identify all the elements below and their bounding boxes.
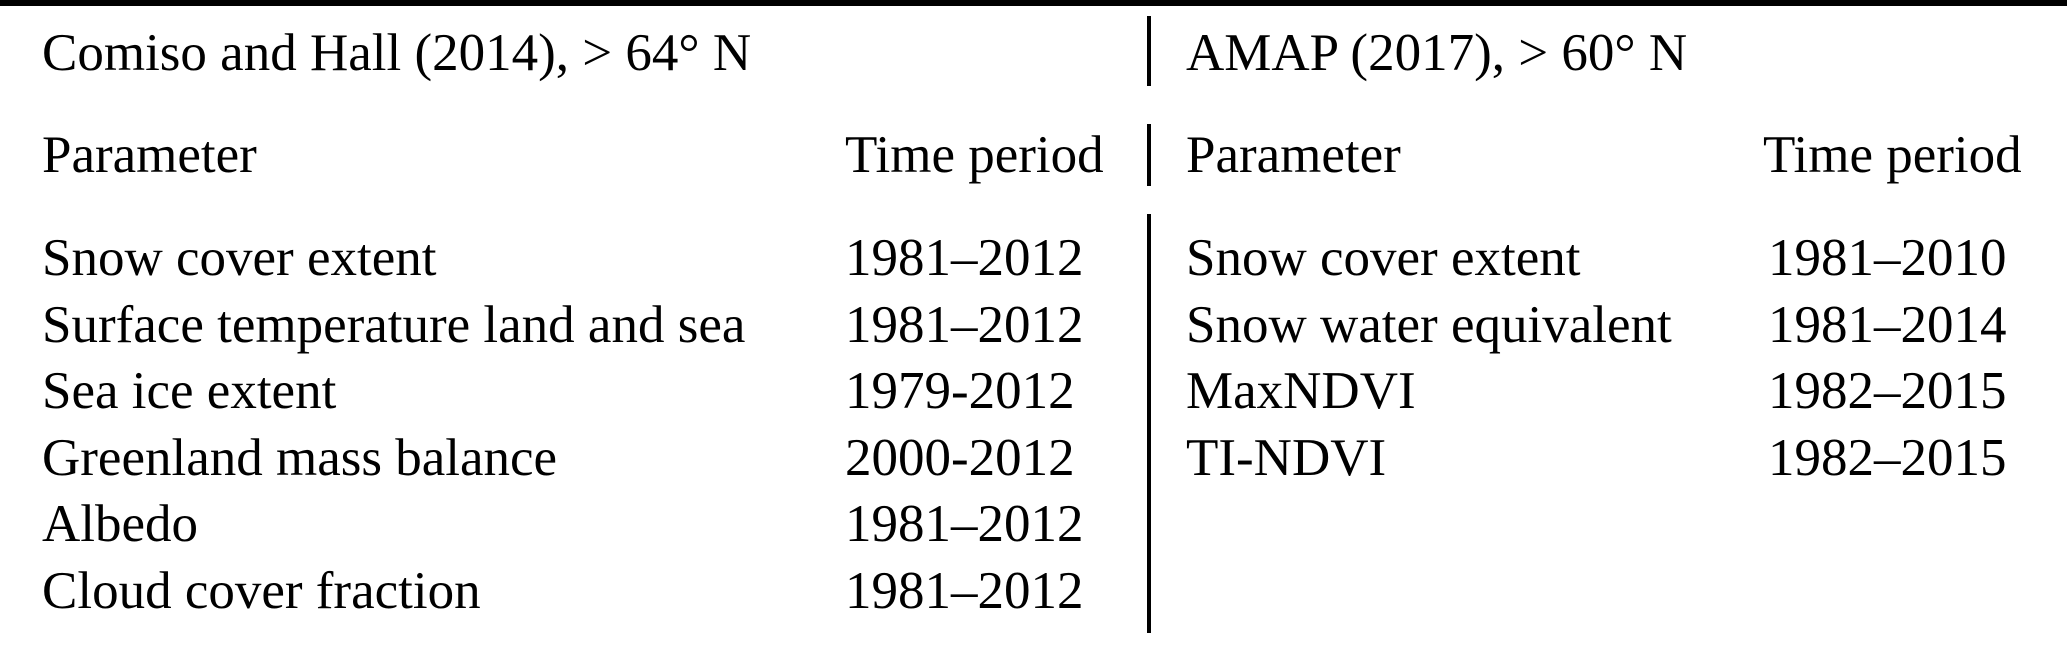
period-cell: 1981–2012 [845,296,1084,354]
vertical-divider-body [1147,214,1151,633]
period-cell: 1982–2015 [1768,429,2007,487]
vertical-divider-title-row [1147,16,1151,86]
table-row: Greenland mass balance 2000-2012 TI-NDVI… [0,0,2067,485]
parameter-cell: Sea ice extent [42,362,337,420]
column-header-period-left: Time period [845,126,1104,184]
parameter-cell: Greenland mass balance [42,429,558,487]
table-row: Albedo 1981–2012 [0,0,2067,551]
period-cell: 1979-2012 [845,362,1075,420]
period-cell: 1981–2014 [1768,296,2007,354]
period-cell: 1981–2012 [845,229,1084,287]
column-header-parameter-left: Parameter [42,126,257,184]
period-cell: 1982–2015 [1768,362,2007,420]
table-row: Surface temperature land and sea 1981–20… [0,0,2067,352]
parameter-cell: Snow cover extent [42,229,437,287]
parameter-cell: TI-NDVI [1186,429,1387,487]
table-row: Snow cover extent 1981–2012 Snow cover e… [0,0,2067,285]
vertical-divider-header-row [1147,124,1151,186]
parameter-cell: Albedo [42,495,199,553]
period-cell: 2000-2012 [845,429,1075,487]
parameter-cell: MaxNDVI [1186,362,1416,420]
column-header-parameter-right: Parameter [1186,126,1401,184]
section-title-amap: AMAP (2017), > 60° N [1186,24,1688,82]
table-row: Sea ice extent 1979-2012 MaxNDVI 1982–20… [0,0,2067,418]
section-title-comiso: Comiso and Hall (2014), > 64° N [42,24,752,82]
parameter-cell: Snow water equivalent [1186,296,1672,354]
parameter-cell: Snow cover extent [1186,229,1581,287]
period-cell: 1981–2012 [845,562,1084,620]
period-cell: 1981–2010 [1768,229,2007,287]
parameter-cell: Cloud cover fraction [42,562,481,620]
parameter-cell: Surface temperature land and sea [42,296,746,354]
bottom-rule [0,0,2067,6]
table-row: Cloud cover fraction 1981–2012 [0,0,2067,618]
column-header-period-right: Time period [1763,126,2022,184]
period-cell: 1981–2012 [845,495,1084,553]
